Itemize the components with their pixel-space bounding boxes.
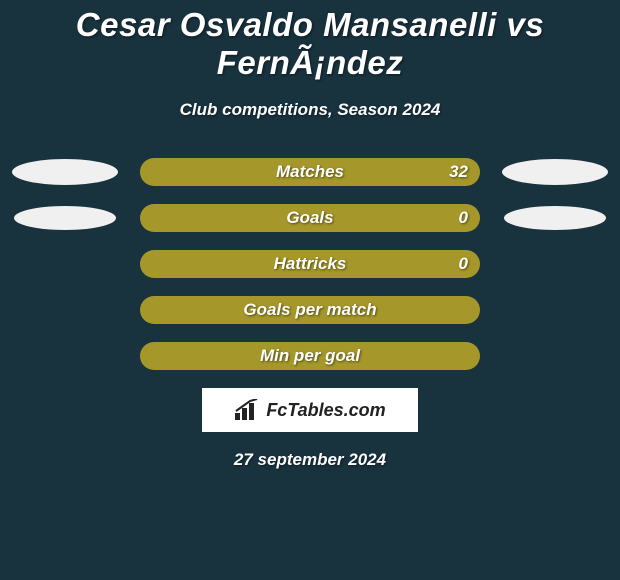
stat-row: Min per goal [0,342,620,370]
stat-row: Hattricks 0 [0,250,620,278]
stats-rows: Matches 32 Goals 0 Hattricks 0 Goals per… [0,158,620,370]
brand-box: FcTables.com [202,388,418,432]
right-disc [502,159,608,185]
stat-label: Min per goal [260,346,360,366]
stat-label: Hattricks [274,254,347,274]
stat-label: Goals [286,208,333,228]
stat-label: Goals per match [243,300,376,320]
stat-bar-matches: Matches 32 [140,158,480,186]
stat-row: Goals per match [0,296,620,324]
stat-value: 0 [459,254,468,274]
stat-label: Matches [276,162,344,182]
stat-row: Goals 0 [0,204,620,232]
left-disc [14,206,116,230]
bar-chart-icon [234,399,260,421]
stat-bar-goals-per-match: Goals per match [140,296,480,324]
right-side [500,206,610,230]
stat-value: 32 [449,162,468,182]
left-side [10,159,120,185]
page-title: Cesar Osvaldo Mansanelli vs FernÃ¡ndez [0,0,620,82]
brand-text: FcTables.com [266,400,385,421]
stat-bar-hattricks: Hattricks 0 [140,250,480,278]
left-disc [12,159,118,185]
right-disc [504,206,606,230]
date-text: 27 september 2024 [0,450,620,470]
stat-bar-goals: Goals 0 [140,204,480,232]
right-side [500,159,610,185]
subtitle: Club competitions, Season 2024 [0,100,620,120]
stat-value: 0 [459,208,468,228]
stat-bar-min-per-goal: Min per goal [140,342,480,370]
left-side [10,206,120,230]
stat-row: Matches 32 [0,158,620,186]
